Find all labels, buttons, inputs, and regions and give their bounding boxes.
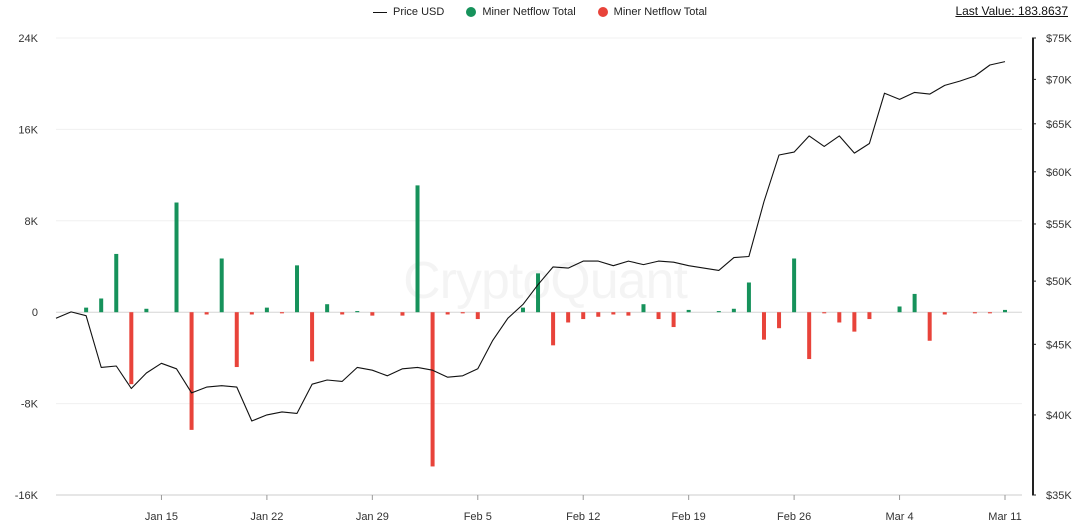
- right-tick-label: $65K: [1046, 119, 1072, 131]
- netflow-bar-positive: [520, 307, 525, 313]
- right-tick-label: $45K: [1046, 339, 1072, 351]
- right-tick-label: $55K: [1046, 219, 1072, 231]
- netflow-bar-positive: [174, 202, 179, 313]
- netflow-bar-negative: [279, 312, 284, 314]
- x-tick-label: Feb 19: [672, 511, 706, 523]
- x-tick-label: Feb 26: [777, 511, 811, 523]
- netflow-bar-positive: [325, 304, 330, 313]
- netflow-bar-negative: [310, 312, 315, 362]
- netflow-bar-positive: [536, 273, 541, 313]
- netflow-bar-positive: [686, 309, 691, 313]
- x-tick-label: Jan 29: [356, 511, 389, 523]
- left-tick-label: 16K: [18, 124, 38, 136]
- netflow-bar-positive: [219, 258, 224, 313]
- netflow-bar-negative: [656, 312, 661, 320]
- green-dot-icon: [466, 7, 477, 17]
- netflow-bar-negative: [400, 312, 405, 316]
- legend-item-inflow[interactable]: Miner Netflow Total: [466, 6, 576, 18]
- netflow-bar-positive: [99, 298, 104, 313]
- red-dot-icon: [597, 7, 608, 17]
- netflow-bar-negative: [972, 312, 977, 314]
- legend-outflow-label: Miner Netflow Total: [613, 6, 708, 18]
- netflow-bar-negative: [340, 312, 345, 315]
- netflow-bar-positive: [295, 265, 300, 313]
- x-tick-label: Jan 15: [145, 511, 178, 523]
- x-tick-label: Mar 11: [988, 511, 1021, 523]
- chart-legend: Price USD Miner Netflow Total Miner Netf…: [0, 3, 1080, 21]
- netflow-bar-positive: [716, 311, 721, 313]
- netflow-bar-negative: [777, 312, 782, 329]
- netflow-bar-negative: [987, 312, 992, 314]
- last-value-link[interactable]: Last Value: 183.8637: [955, 4, 1068, 18]
- netflow-bar-negative: [460, 312, 465, 314]
- netflow-bar-positive: [114, 253, 119, 313]
- netflow-bar-negative: [822, 312, 827, 314]
- netflow-bar-positive: [731, 308, 736, 313]
- legend-item-price[interactable]: Price USD: [372, 6, 445, 18]
- right-tick-label: $35K: [1046, 490, 1072, 502]
- netflow-bar-positive: [1003, 309, 1007, 313]
- netflow-bar-negative: [475, 312, 480, 320]
- x-tick-label: Feb 12: [566, 511, 600, 523]
- left-tick-label: -8K: [21, 399, 39, 411]
- netflow-bar-positive: [897, 306, 902, 313]
- left-tick-label: 8K: [25, 216, 39, 228]
- left-tick-label: -16K: [15, 490, 39, 502]
- right-tick-label: $60K: [1046, 167, 1072, 179]
- netflow-bar-positive: [144, 308, 149, 313]
- netflow-bar-negative: [566, 312, 571, 323]
- netflow-bar-positive: [746, 282, 751, 313]
- left-tick-label: 0: [32, 307, 38, 319]
- watermark-text: CryptoQuant: [403, 252, 688, 310]
- x-tick-label: Jan 22: [250, 511, 283, 523]
- netflow-bar-negative: [807, 312, 812, 360]
- legend-item-outflow[interactable]: Miner Netflow Total: [597, 6, 708, 18]
- netflow-bar-negative: [611, 312, 616, 315]
- netflow-bar-positive: [264, 307, 269, 313]
- netflow-bar-negative: [370, 312, 375, 316]
- netflow-bar-negative: [189, 312, 194, 430]
- last-value-label: Last Value:: [955, 4, 1015, 18]
- netflow-bar-negative: [837, 312, 842, 323]
- netflow-bar-negative: [942, 312, 947, 315]
- left-tick-label: 24K: [18, 33, 38, 45]
- x-tick-label: Feb 5: [464, 511, 492, 523]
- netflow-bar-negative: [761, 312, 766, 340]
- netflow-bar-negative: [204, 312, 209, 315]
- netflow-bar-negative: [581, 312, 586, 320]
- legend-price-label: Price USD: [392, 6, 445, 18]
- netflow-bar-negative: [852, 312, 857, 332]
- netflow-bar-positive: [355, 311, 360, 313]
- right-tick-label: $50K: [1046, 276, 1072, 288]
- right-tick-label: $75K: [1046, 33, 1072, 45]
- price-line-swatch: [372, 11, 387, 13]
- netflow-bar-negative: [129, 312, 134, 385]
- netflow-bar-negative: [927, 312, 932, 341]
- netflow-bar-negative: [551, 312, 556, 346]
- netflow-bar-negative: [867, 312, 872, 320]
- x-tick-label: Mar 4: [885, 511, 913, 523]
- netflow-bar-positive: [84, 307, 89, 313]
- last-value-number: 183.8637: [1017, 4, 1068, 18]
- netflow-bar-negative: [430, 312, 435, 467]
- netflow-bar-positive: [641, 304, 646, 313]
- netflow-bar-negative: [234, 312, 239, 368]
- right-tick-label: $40K: [1046, 410, 1072, 422]
- netflow-bar-negative: [249, 312, 254, 315]
- netflow-bar-positive: [415, 185, 420, 313]
- netflow-bar-negative: [445, 312, 450, 315]
- netflow-bar-positive: [912, 293, 917, 313]
- right-tick-label: $70K: [1046, 74, 1072, 86]
- netflow-bar-negative: [626, 312, 631, 316]
- price-line: [55, 61, 1006, 422]
- netflow-bar-negative: [671, 312, 676, 328]
- netflow-bar-positive: [792, 258, 797, 313]
- netflow-bar-negative: [596, 312, 601, 317]
- legend-inflow-label: Miner Netflow Total: [482, 6, 576, 18]
